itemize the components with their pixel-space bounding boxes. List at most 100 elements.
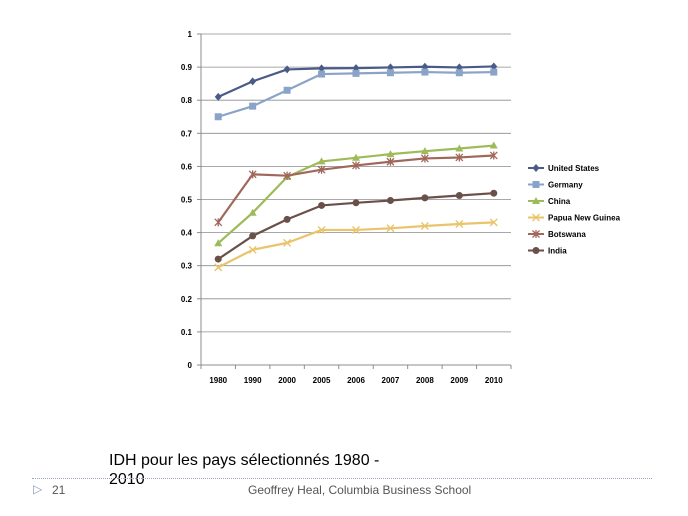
axes (197, 33, 512, 369)
x-tick-label: 2007 (382, 376, 400, 385)
footer-divider (32, 478, 652, 479)
data-point (352, 199, 360, 207)
data-point (532, 230, 540, 238)
data-point (248, 245, 257, 254)
data-point (455, 153, 464, 162)
data-point (248, 170, 257, 179)
bullet-arrow-icon: ▷ (33, 482, 43, 496)
data-point (352, 161, 360, 170)
y-tick-label: 0.8 (181, 96, 193, 105)
legend-entry: Papua New Guinea (528, 214, 621, 223)
slide-caption: IDH pour les pays sélectionnés 1980 - 20… (109, 452, 380, 488)
data-point (489, 218, 498, 227)
data-point (318, 64, 326, 73)
series-papua-new-guinea (214, 218, 498, 272)
page-number: 21 (52, 483, 66, 497)
x-tick-label: 2006 (347, 376, 365, 385)
x-tick-label: 2010 (485, 376, 503, 385)
footer-author: Geoffrey Heal, Columbia Business School (248, 483, 472, 497)
data-point (421, 194, 429, 202)
legend: United States Germany China Papua New Guine… (528, 164, 621, 256)
data-point (455, 144, 464, 152)
legend-entry: Botswana (528, 230, 586, 239)
y-tick-label: 0.3 (181, 262, 193, 271)
hdi-line-chart: 0 0.1 0.2 0.3 0.4 0.5 0.6 0.7 0.8 0.9 1 1980 1990 20… (181, 30, 621, 385)
legend-label: Botswana (548, 230, 586, 239)
series-layer (214, 62, 498, 272)
legend-entry: China (528, 197, 571, 206)
x-tick-label: 1980 (209, 376, 227, 385)
data-point (318, 201, 326, 209)
data-point (532, 181, 540, 188)
legend-label: Germany (548, 181, 583, 190)
x-tick-label: 2008 (416, 376, 434, 385)
legend-label: China (548, 197, 571, 206)
data-point (248, 208, 257, 216)
y-tick-label: 0.5 (181, 196, 193, 205)
y-tick-label: 1 (188, 30, 193, 39)
data-point (490, 68, 498, 76)
data-point (532, 197, 540, 204)
y-tick-labels: 0 0.1 0.2 0.3 0.4 0.5 0.6 0.7 0.8 0.9 1 (181, 30, 193, 370)
data-point (420, 147, 429, 155)
legend-entry: Germany (528, 181, 583, 190)
legend-label: Papua New Guinea (548, 214, 621, 223)
data-point (489, 141, 498, 149)
data-point (352, 69, 360, 77)
data-point (386, 224, 395, 233)
y-tick-label: 0.6 (181, 162, 193, 171)
data-point (318, 70, 326, 78)
x-tick-label: 1990 (244, 376, 262, 385)
series-botswana (214, 151, 498, 227)
data-point (386, 150, 395, 158)
data-point (283, 215, 291, 223)
data-point (386, 69, 394, 77)
data-point (420, 154, 429, 163)
legend-label: United States (548, 164, 600, 173)
data-point (455, 219, 464, 228)
data-point (532, 247, 540, 254)
x-tick-label: 2000 (278, 376, 296, 385)
data-point (283, 86, 291, 94)
data-point (352, 225, 360, 234)
data-point (283, 65, 291, 74)
data-point (386, 157, 395, 166)
data-point (249, 102, 257, 110)
series-germany (214, 68, 498, 121)
data-point (317, 157, 326, 165)
y-tick-label: 0.7 (181, 129, 193, 138)
data-point (489, 151, 498, 160)
x-tick-label: 2009 (450, 376, 468, 385)
y-tick-label: 0.4 (181, 229, 193, 238)
series-india (214, 189, 498, 263)
y-tick-label: 0.1 (181, 328, 193, 337)
data-point (532, 213, 540, 222)
data-point (421, 68, 429, 76)
data-point (214, 263, 223, 272)
data-point (283, 238, 292, 247)
x-tick-labels: 1980 1990 2000 2005 2006 2007 2008 2009 2010 (209, 376, 503, 385)
data-point (490, 62, 498, 71)
data-point (317, 225, 326, 234)
data-point (352, 153, 360, 161)
series-united-states (214, 62, 498, 101)
legend-entry: United States (528, 164, 600, 173)
data-point (214, 239, 223, 247)
x-tick-label: 2005 (313, 376, 331, 385)
data-point (214, 113, 222, 121)
y-tick-label: 0.9 (181, 63, 193, 72)
data-point (214, 218, 223, 227)
data-point (386, 196, 394, 204)
y-tick-label: 0 (188, 361, 193, 370)
legend-label: India (548, 247, 567, 256)
y-tick-label: 0.2 (181, 295, 193, 304)
data-point (532, 164, 540, 172)
data-point (490, 189, 498, 197)
data-point (317, 165, 326, 174)
data-point (455, 69, 463, 77)
legend-entry: India (528, 247, 567, 256)
data-point (283, 171, 292, 180)
data-point (214, 255, 222, 263)
data-point (249, 77, 257, 86)
data-point (455, 192, 463, 200)
